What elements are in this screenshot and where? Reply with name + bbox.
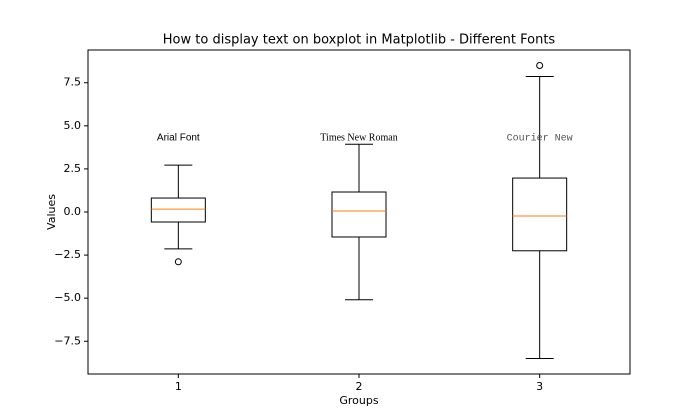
plot-frame	[87, 49, 631, 375]
annotation: Arial Font	[157, 133, 200, 144]
x-tick-label: 3	[536, 380, 543, 393]
outlier	[536, 62, 544, 70]
y-axis-label: Values	[45, 194, 58, 230]
x-tick-label: 2	[356, 380, 363, 393]
y-tick-label: 5.0	[64, 119, 82, 132]
y-tick-label: 0.0	[64, 205, 82, 218]
y-tick-label: 7.5	[64, 76, 82, 89]
annotation: Courier New	[507, 133, 573, 145]
y-tick-label: −7.5	[54, 334, 81, 347]
box	[512, 177, 568, 252]
chart-title: How to display text on boxplot in Matplo…	[163, 33, 556, 48]
box	[331, 191, 387, 238]
y-tick-label: −2.5	[54, 248, 81, 261]
box	[150, 197, 206, 223]
y-tick-label: 2.5	[64, 162, 82, 175]
x-tick-label: 1	[175, 380, 182, 393]
outlier	[174, 258, 182, 266]
y-tick-label: −5.0	[54, 291, 81, 304]
annotation: Times New Roman	[320, 132, 397, 143]
x-axis-label: Groups	[339, 394, 378, 407]
